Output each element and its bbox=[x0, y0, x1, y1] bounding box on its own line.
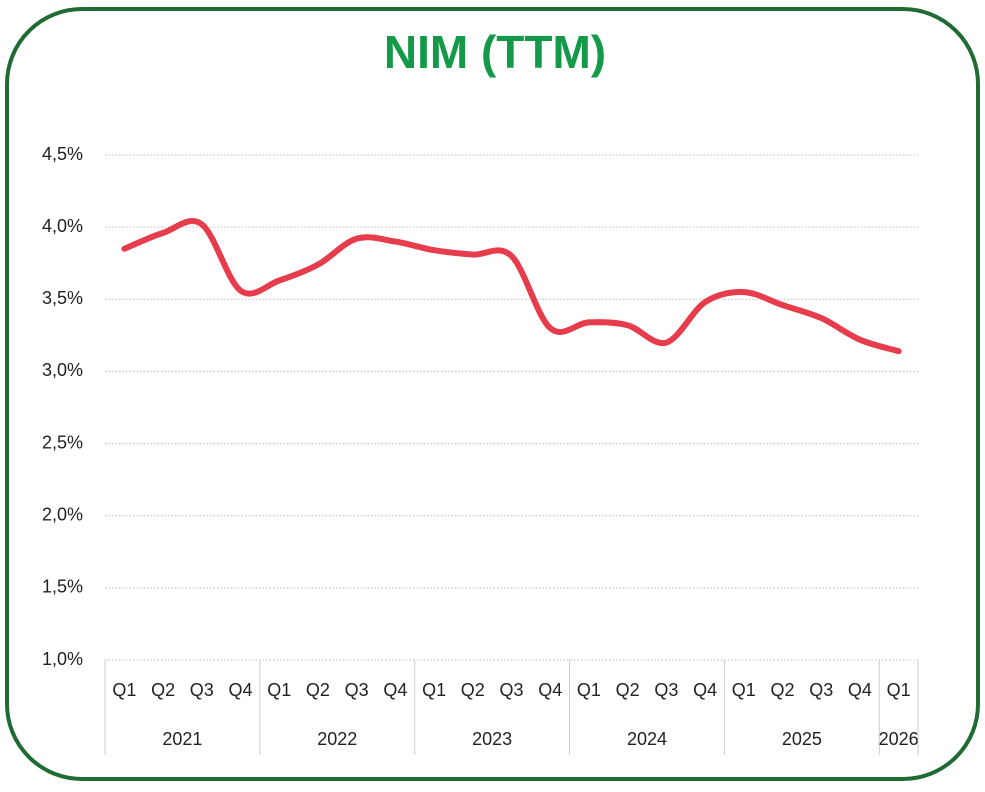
x-group-label: 2022 bbox=[317, 729, 357, 749]
x-tick-label: Q4 bbox=[848, 680, 872, 700]
x-tick-label: Q3 bbox=[190, 680, 214, 700]
y-tick-label: 3,0% bbox=[42, 360, 83, 380]
x-tick-label: Q3 bbox=[345, 680, 369, 700]
x-tick-label: Q1 bbox=[267, 680, 291, 700]
x-tick-label: Q4 bbox=[383, 680, 407, 700]
x-tick-label: Q2 bbox=[770, 680, 794, 700]
x-tick-label: Q2 bbox=[461, 680, 485, 700]
line bbox=[121, 218, 902, 355]
x-tick-label: Q4 bbox=[228, 680, 252, 700]
x-tick-label: Q2 bbox=[616, 680, 640, 700]
y-tick-label: 4,0% bbox=[42, 216, 83, 236]
x-tick-label: Q1 bbox=[732, 680, 756, 700]
x-tick-label: Q4 bbox=[693, 680, 717, 700]
x-group-label: 2021 bbox=[162, 729, 202, 749]
x-tick-label: Q3 bbox=[654, 680, 678, 700]
x-tick-label: Q2 bbox=[151, 680, 175, 700]
x-tick-label: Q4 bbox=[538, 680, 562, 700]
x-tick-label: Q1 bbox=[422, 680, 446, 700]
x-tick-label: Q1 bbox=[577, 680, 601, 700]
y-tick-label: 4,5% bbox=[42, 144, 83, 164]
frame bbox=[5, 7, 980, 781]
x-tick-label: Q1 bbox=[112, 680, 136, 700]
x-tick-label: Q2 bbox=[306, 680, 330, 700]
y-tick-label: 2,0% bbox=[42, 504, 83, 524]
x-group-label: 2023 bbox=[472, 729, 512, 749]
x-group-label: 2024 bbox=[627, 729, 667, 749]
x-tick-label: Q3 bbox=[809, 680, 833, 700]
y-tick-label: 1,5% bbox=[42, 577, 83, 597]
y-tick-label: 3,5% bbox=[42, 288, 83, 308]
x-tick-label: Q1 bbox=[887, 680, 911, 700]
x-tick-label: Q3 bbox=[499, 680, 523, 700]
y-tick-label: 2,5% bbox=[42, 432, 83, 452]
x-group-label: 2025 bbox=[782, 729, 822, 749]
y-tick-label: 1,0% bbox=[42, 649, 83, 669]
chart-title: NIM (TTM) bbox=[384, 26, 606, 78]
x-group-label: 2026 bbox=[879, 729, 919, 749]
